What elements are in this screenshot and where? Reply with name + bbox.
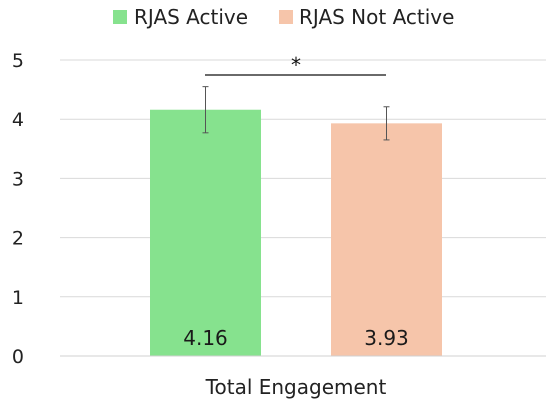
y-tick-label: 1 <box>12 287 24 309</box>
gridlines <box>60 59 546 298</box>
y-tick-label: 0 <box>12 346 24 368</box>
bars <box>150 109 442 357</box>
bar-rjas-active <box>150 109 261 356</box>
legend-swatch <box>113 10 127 24</box>
y-tick-label: 5 <box>12 50 24 72</box>
legend-swatch <box>279 10 293 24</box>
error-bars <box>202 86 390 141</box>
bar-rjas-not-active <box>331 123 442 357</box>
significance-marker: * <box>205 53 386 77</box>
y-tick-label: 3 <box>12 168 24 190</box>
significance-star: * <box>291 53 301 77</box>
data-labels: 4.16 3.93 <box>183 326 409 350</box>
y-tick-label: 4 <box>12 109 24 131</box>
y-axis-ticks: 0 1 2 3 4 5 <box>12 50 24 368</box>
x-category-label: Total Engagement <box>205 375 387 399</box>
data-label: 3.93 <box>364 326 409 350</box>
y-tick-label: 2 <box>12 228 24 250</box>
legend-label: RJAS Not Active <box>299 5 454 29</box>
data-label: 4.16 <box>183 326 228 350</box>
legend: RJAS Active RJAS Not Active <box>113 5 454 29</box>
legend-label: RJAS Active <box>134 5 248 29</box>
